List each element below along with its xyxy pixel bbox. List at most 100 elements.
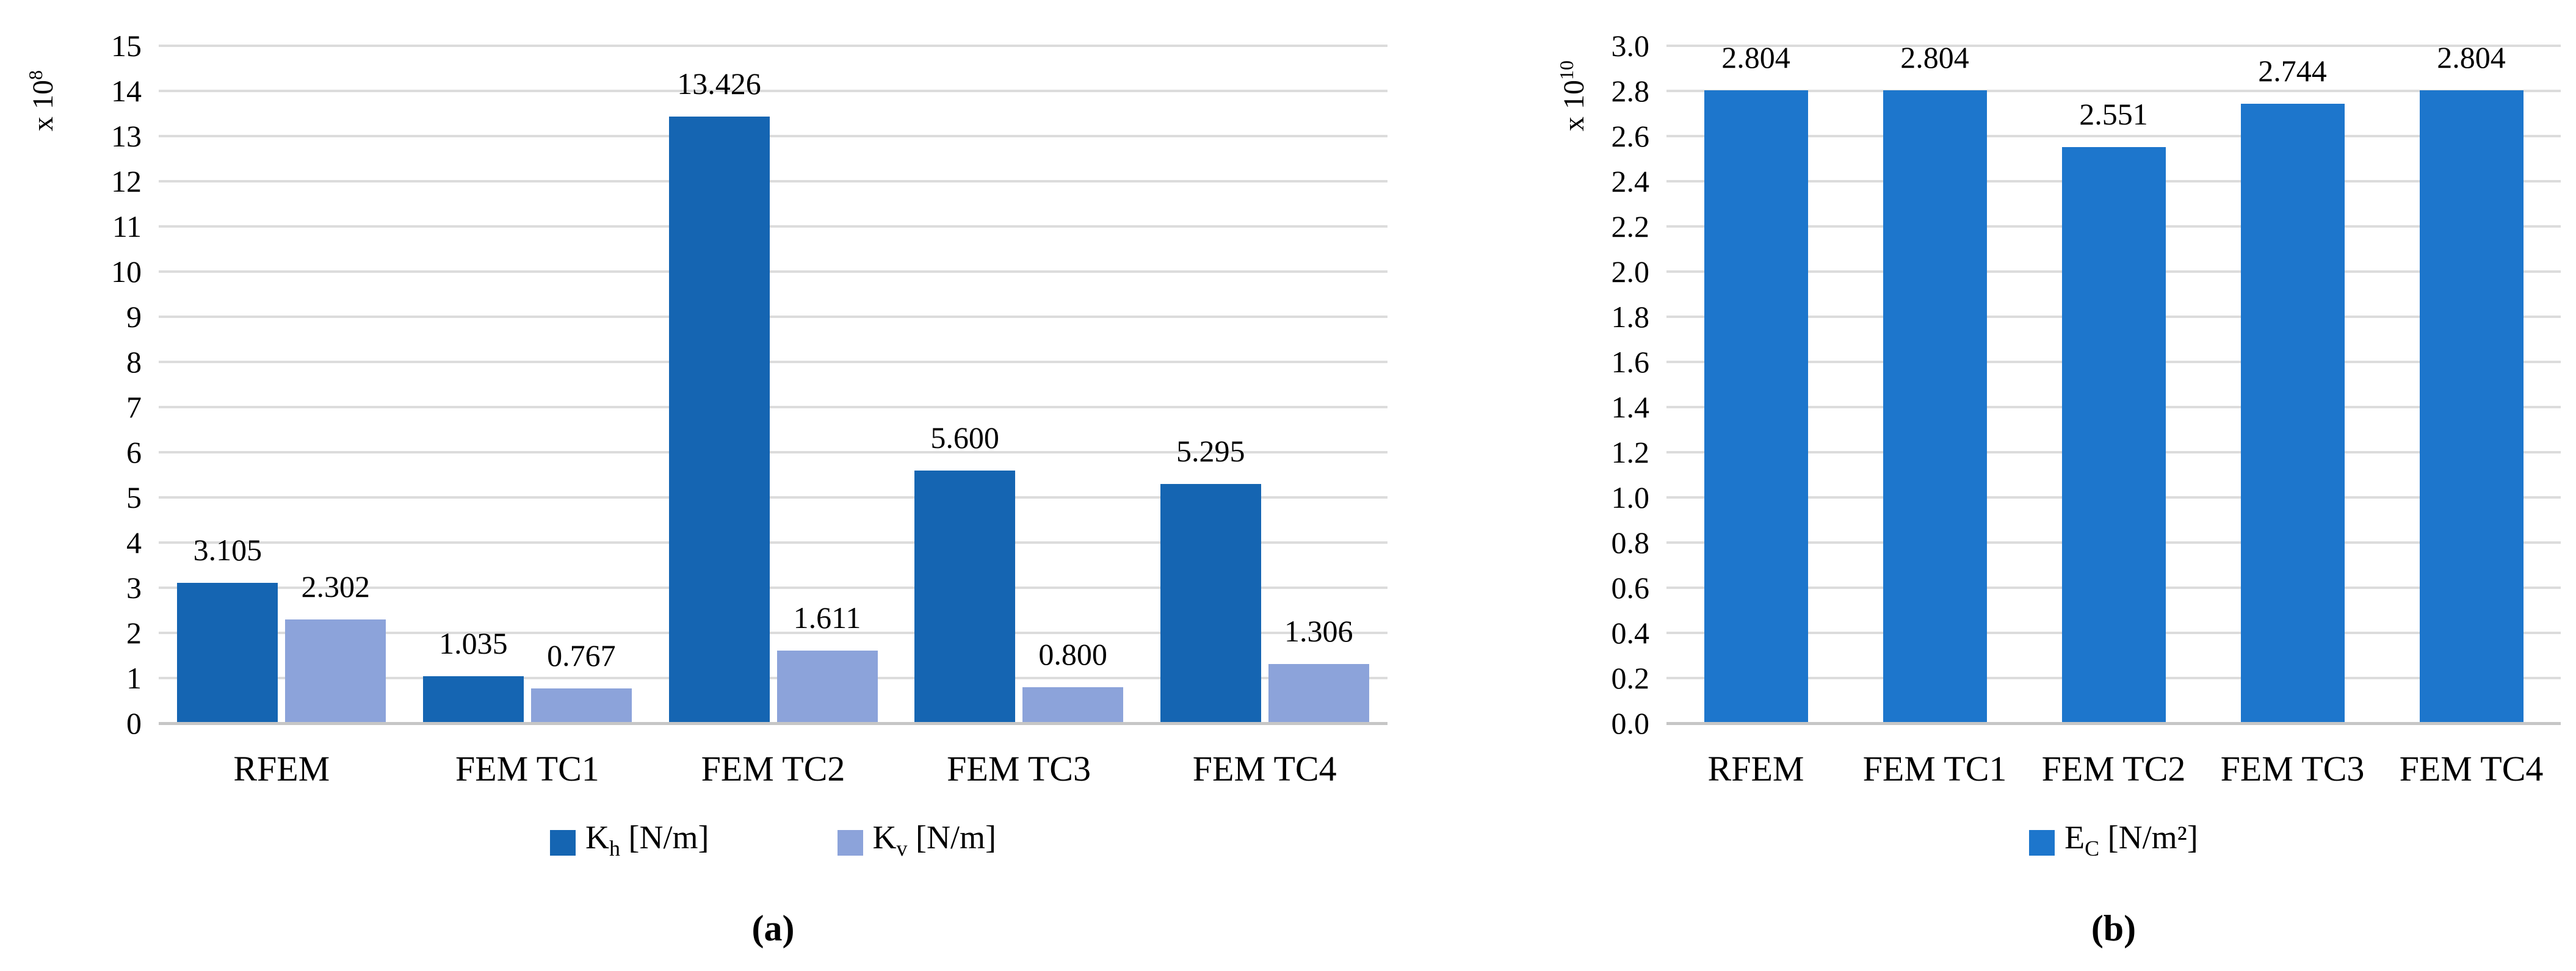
data-label: 2.302: [301, 569, 371, 604]
y-tick-label: 1.0: [1611, 480, 1650, 514]
data-label: 2.804: [1900, 40, 1969, 74]
data-label: 3.105: [193, 533, 262, 568]
legend-label-main: K: [872, 819, 897, 856]
bar-fem-tc2-s0: [2061, 147, 2166, 723]
bar-fem-tc3-s0: [914, 470, 1016, 723]
bar-fem-tc3-s0: [2240, 103, 2345, 723]
x-axis-line: [159, 721, 1387, 725]
y-tick-label: 0.6: [1611, 571, 1650, 605]
x-category-label: FEM TC3: [2220, 749, 2365, 789]
x-category-label: FEM TC4: [2399, 749, 2544, 789]
data-label: 1.035: [439, 626, 508, 661]
y-tick-label: 2.6: [1611, 119, 1650, 153]
y-tick-label: 0.0: [1611, 706, 1650, 740]
data-label: 13.426: [677, 67, 761, 101]
y-tick-label: 14: [111, 74, 142, 108]
legend-label-sub: h: [609, 836, 621, 861]
gridline: [159, 541, 1387, 544]
gridline: [1666, 90, 2561, 92]
legend-swatch-kv: [837, 829, 863, 856]
data-label: 2.804: [2437, 40, 2506, 74]
chart-panel-b: x 1010 2.804 2.804 2.551 2.744 2.804 EC [N/m…: [1392, 0, 2576, 971]
y-tick-label: 3: [126, 571, 142, 605]
gridline: [159, 587, 1387, 589]
gridline: [159, 451, 1387, 453]
chart-panel-a: x 108 3.105 2.302 1.035 0.767 13.426 1.611 5.6…: [24, 29, 1387, 948]
legend-label-kh: Kh [N/m]: [585, 819, 709, 867]
y-tick-label: 1.4: [1611, 390, 1650, 424]
data-label: 1.306: [1284, 614, 1353, 649]
y-tick-label: 1: [126, 661, 142, 695]
legend-label-rest: [N/m]: [907, 819, 996, 856]
data-label: 0.800: [1038, 637, 1107, 671]
y-tick-label: 9: [126, 300, 142, 334]
bar-fem-tc3-s1: [1022, 687, 1124, 723]
y-tick-label: 2.8: [1611, 74, 1650, 108]
gridline: [159, 45, 1387, 47]
bar-fem-tc2-s0: [668, 117, 770, 723]
legend-b: EC [N/m²]: [1666, 819, 2561, 867]
y-tick-label: 4: [126, 525, 142, 560]
gridline: [159, 361, 1387, 363]
legend-swatch-kh: [550, 829, 576, 856]
bar-fem-tc1-s0: [1883, 90, 1987, 723]
y-tick-label: 2.0: [1611, 254, 1650, 289]
legend-label-rest: [N/m²]: [2099, 819, 2198, 856]
gridline: [159, 135, 1387, 137]
y-tick-label: 0.2: [1611, 661, 1650, 695]
bar-fem-tc1-s1: [530, 688, 632, 723]
y-tick-label: 0: [126, 706, 142, 740]
y-tick-label: 11: [112, 209, 142, 244]
data-label: 2.744: [2258, 53, 2327, 88]
gridline: [159, 225, 1387, 228]
x-category-label: FEM TC1: [1862, 749, 2007, 789]
y-tick-label: 0.4: [1611, 616, 1650, 650]
x-category-label: FEM TC3: [947, 749, 1091, 789]
bar-rfem-s0: [1704, 90, 1808, 723]
bar-rfem-s0: [177, 583, 278, 723]
gridline: [1666, 135, 2561, 137]
gridline: [159, 180, 1387, 182]
y-tick-label: 15: [111, 29, 142, 63]
caption-a: (a): [751, 908, 795, 948]
legend-label-kv: Kv [N/m]: [873, 819, 996, 867]
bar-fem-tc1-s0: [422, 676, 524, 723]
gridline: [1666, 45, 2561, 47]
y-tick-label: 7: [126, 390, 142, 424]
data-label: 1.611: [793, 600, 861, 635]
y-tick-label: 10: [111, 254, 142, 289]
y-tick-label: 8: [126, 345, 142, 379]
legend-label-sub: C: [2085, 836, 2100, 861]
data-label: 2.551: [2079, 97, 2148, 132]
bar-fem-tc4-s0: [2419, 90, 2524, 723]
x-category-label: RFEM: [233, 749, 330, 789]
legend-label-rest: [N/m]: [620, 819, 709, 856]
gridline: [159, 406, 1387, 408]
x-category-label: FEM TC2: [701, 749, 845, 789]
y-tick-label: 2.2: [1611, 209, 1650, 244]
bar-fem-tc4-s1: [1268, 664, 1369, 723]
y-tick-label: 13: [111, 119, 142, 153]
bar-rfem-s1: [285, 619, 386, 723]
bar-fem-tc2-s1: [776, 650, 878, 723]
y-tick-label: 1.2: [1611, 435, 1650, 469]
gridline: [159, 496, 1387, 499]
y-tick-label: 0.8: [1611, 525, 1650, 560]
bar-fem-tc4-s0: [1160, 484, 1261, 723]
gridline: [159, 270, 1387, 273]
legend-entry-kh: Kh [N/m]: [550, 819, 709, 867]
y-tick-label: 6: [126, 435, 142, 469]
x-category-label: FEM TC4: [1192, 749, 1337, 789]
gridline: [159, 90, 1387, 92]
x-axis-line: [1666, 721, 2561, 725]
gridline: [159, 316, 1387, 318]
legend-swatch-ec: [2029, 829, 2055, 856]
legend-entry-kv: Kv [N/m]: [837, 819, 996, 867]
data-label: 0.767: [547, 638, 616, 673]
legend-label-main: K: [585, 819, 610, 856]
gridline: [159, 632, 1387, 634]
gridline: [159, 677, 1387, 679]
data-label: 5.295: [1176, 434, 1245, 469]
plot-area-b: 2.804 2.804 2.551 2.744 2.804: [1666, 40, 2561, 725]
